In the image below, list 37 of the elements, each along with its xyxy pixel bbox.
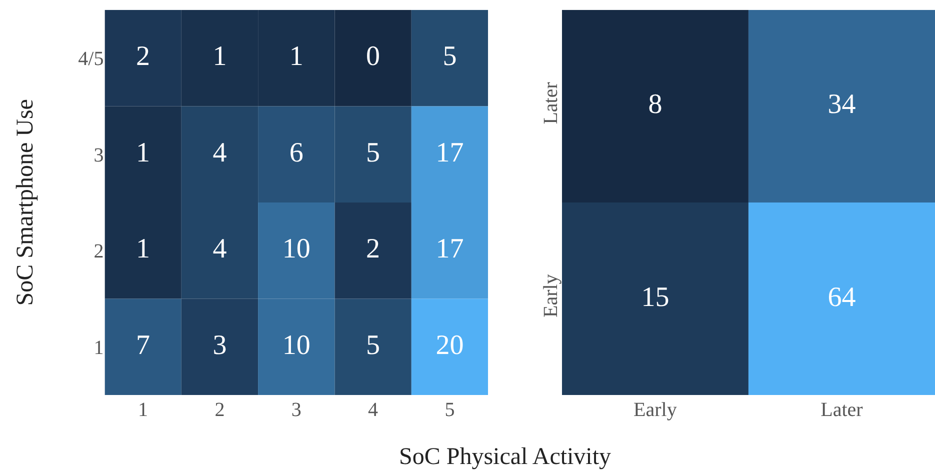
data-label: 5 bbox=[366, 330, 380, 361]
data-label: 6 bbox=[289, 137, 304, 168]
data-label: 2 bbox=[136, 41, 150, 72]
data-label: 64 bbox=[828, 282, 856, 313]
y-axis-title: SoC Smartphone Use bbox=[12, 99, 39, 306]
data-label: 2 bbox=[366, 234, 380, 265]
x-tick-label: 5 bbox=[444, 399, 455, 422]
data-label: 4 bbox=[212, 137, 227, 168]
y-tick-label: 1 bbox=[94, 336, 104, 359]
data-label: 0 bbox=[366, 41, 380, 72]
x-tick-label: 2 bbox=[214, 399, 225, 422]
x-tick-label: 1 bbox=[138, 399, 148, 422]
data-label: 1 bbox=[212, 41, 227, 72]
x-tick-label: 4 bbox=[368, 399, 378, 422]
x-tick-label: 3 bbox=[291, 399, 302, 422]
data-label: 10 bbox=[282, 234, 310, 265]
data-label: 8 bbox=[648, 89, 662, 120]
data-label: 20 bbox=[436, 330, 464, 361]
x-tick-label: Early bbox=[634, 399, 677, 422]
data-label: 7 bbox=[136, 330, 150, 361]
y-tick-label: 4/5 bbox=[78, 48, 104, 70]
y-tick-label: 3 bbox=[94, 144, 104, 166]
data-label: 17 bbox=[436, 137, 464, 168]
data-label: 4 bbox=[212, 234, 227, 265]
data-label: 17 bbox=[436, 234, 464, 265]
data-label: 15 bbox=[641, 282, 670, 313]
y-tick-label: 2 bbox=[94, 240, 104, 263]
data-label: 10 bbox=[282, 330, 310, 361]
data-label: 1 bbox=[289, 41, 304, 72]
data-label: 5 bbox=[366, 137, 380, 168]
data-label: 34 bbox=[828, 89, 856, 120]
x-axis-title: SoC Physical Activity bbox=[399, 444, 612, 470]
x-tick-label: Later bbox=[820, 399, 864, 422]
data-label: 1 bbox=[136, 137, 150, 168]
data-label: 5 bbox=[442, 41, 457, 72]
data-label: 1 bbox=[136, 234, 150, 265]
data-label: 3 bbox=[212, 330, 227, 361]
